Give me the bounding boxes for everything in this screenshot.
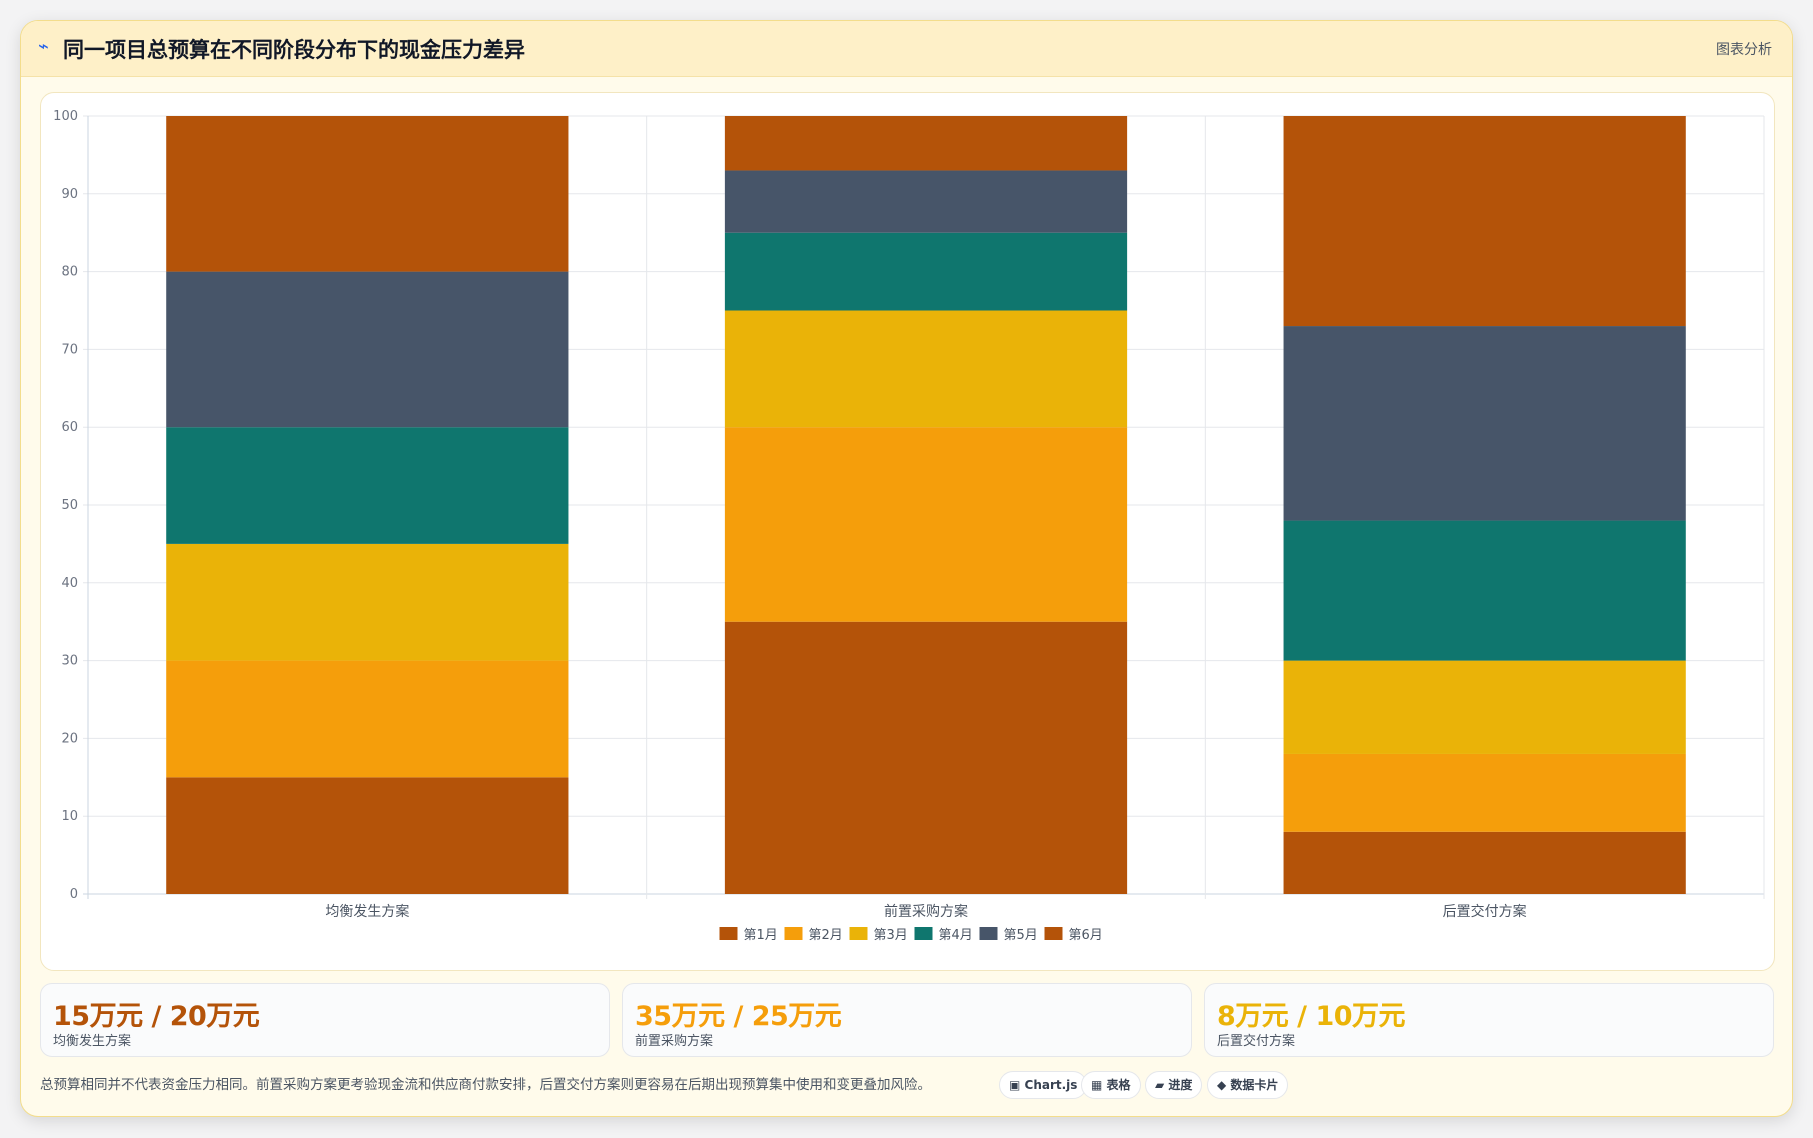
stat-card-front-loaded: 35万元 / 25万元 前置采购方案 xyxy=(622,983,1192,1057)
legend-swatch xyxy=(1044,927,1063,940)
legend-label: 第5月 xyxy=(1004,928,1038,943)
legend-swatch xyxy=(849,927,868,940)
page-title: 同一项目总预算在不同阶段分布下的现金压力差异 xyxy=(63,38,525,62)
bar-segment xyxy=(724,621,1128,894)
bar-segment xyxy=(166,660,569,778)
footer-note: 总预算相同并不代表资金压力相同。前置采购方案更考验现金流和供应商付款安排，后置交… xyxy=(40,1077,931,1093)
y-tick-label: 20 xyxy=(61,731,78,746)
legend-swatch xyxy=(719,927,738,940)
stat-value: 8万元 / 10万元 xyxy=(1217,1001,1406,1032)
bar-segment xyxy=(1283,660,1686,754)
y-tick-label: 0 xyxy=(70,887,78,902)
legend-swatch xyxy=(979,927,998,940)
bar-segment xyxy=(166,777,569,894)
bar-segment xyxy=(166,427,569,544)
y-tick-label: 50 xyxy=(61,498,78,513)
bar-segment xyxy=(724,116,1128,171)
bar-segment xyxy=(166,116,569,272)
bar-segment xyxy=(1283,116,1686,327)
y-tick-label: 100 xyxy=(53,109,78,124)
y-tick-label: 70 xyxy=(61,342,78,357)
chart-card: ⌁ 同一项目总预算在不同阶段分布下的现金压力差异 图表分析 0 10 20 30 40 5… xyxy=(20,20,1793,1117)
stat-value: 35万元 / 25万元 xyxy=(635,1001,842,1032)
bar-segment xyxy=(1283,753,1686,832)
bar-segment xyxy=(1283,326,1686,521)
legend-label: 第3月 xyxy=(874,928,908,943)
bar-segment xyxy=(166,271,569,428)
bar-segment xyxy=(1283,520,1686,661)
legend-label: 第6月 xyxy=(1069,928,1103,943)
y-tick-label: 80 xyxy=(61,265,78,280)
chart-analysis-link[interactable]: 图表分析 xyxy=(1716,42,1772,58)
legend-label: 第1月 xyxy=(744,928,778,943)
bar-segment xyxy=(724,310,1128,428)
x-category-label: 后置交付方案 xyxy=(1443,903,1527,920)
legend-label: 第4月 xyxy=(939,928,973,943)
y-tick-label: 30 xyxy=(61,654,78,669)
y-tick-label: 60 xyxy=(61,420,78,435)
stat-label: 前置采购方案 xyxy=(635,1034,714,1049)
legend-swatch xyxy=(784,927,803,940)
legend-label: 第2月 xyxy=(809,928,843,943)
bar-segment xyxy=(724,232,1128,311)
stat-card-balanced: 15万元 / 20万元 均衡发生方案 xyxy=(40,983,610,1057)
stat-cards: 15万元 / 20万元 均衡发生方案 35万元 / 25万元 前置采购方案 8万… xyxy=(40,983,1775,1057)
stat-label: 后置交付方案 xyxy=(1217,1034,1296,1049)
tag-progress[interactable]: ▰ 进度 xyxy=(1145,1071,1203,1099)
chart-panel: 0 10 20 30 40 50 60 70 80 90 100 均衡发生方案 前置采购方案 后置交付方案… xyxy=(40,92,1775,971)
card-header: ⌁ 同一项目总预算在不同阶段分布下的现金压力差异 图表分析 xyxy=(21,21,1792,77)
bar-segment xyxy=(724,170,1128,233)
chart-icon: ⌁ xyxy=(38,36,49,57)
stacked-bar-chart: 0 10 20 30 40 50 60 70 80 90 100 均衡发生方案 前置采购方案 后置交付方案… xyxy=(53,109,1765,943)
tag-chartjs[interactable]: ▣ Chart.js xyxy=(999,1071,1088,1099)
x-category-label: 前置采购方案 xyxy=(884,903,968,920)
legend-swatch xyxy=(914,927,933,940)
tag-table[interactable]: ▦ 表格 xyxy=(1081,1071,1141,1099)
stat-label: 均衡发生方案 xyxy=(53,1034,132,1049)
bar-segment xyxy=(1283,831,1686,894)
bar-segment xyxy=(724,427,1128,622)
y-tick-label: 40 xyxy=(61,576,78,591)
bar-segment xyxy=(166,543,569,661)
y-tick-label: 10 xyxy=(61,809,78,824)
stat-card-back-loaded: 8万元 / 10万元 后置交付方案 xyxy=(1204,983,1774,1057)
tag-data-card[interactable]: ◆ 数据卡片 xyxy=(1207,1071,1289,1099)
stat-value: 15万元 / 20万元 xyxy=(53,1001,260,1032)
y-tick-label: 90 xyxy=(61,187,78,202)
x-category-label: 均衡发生方案 xyxy=(325,903,409,920)
